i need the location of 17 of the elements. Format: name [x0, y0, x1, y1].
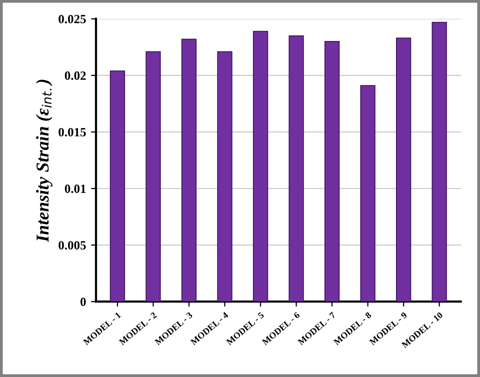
bar	[217, 51, 232, 302]
bar	[288, 35, 304, 302]
bar	[181, 38, 197, 302]
bar	[396, 38, 412, 302]
y-tick-label: 0.025	[58, 14, 86, 24]
bar	[252, 30, 268, 302]
y-tick-label: 0.005	[58, 241, 86, 250]
bar	[110, 70, 126, 302]
y-tick-label: 0.02	[64, 71, 86, 80]
bar	[324, 41, 340, 302]
y-tick-label: 0.015	[58, 128, 86, 136]
y-tick-label: 0	[80, 298, 86, 306]
bar	[360, 85, 376, 302]
y-tick-label: 0.01	[64, 184, 86, 194]
bar	[146, 51, 161, 302]
bar	[432, 22, 447, 302]
y-axis-title: Intensity Strain (ε$_{int.}$)	[36, 80, 52, 242]
